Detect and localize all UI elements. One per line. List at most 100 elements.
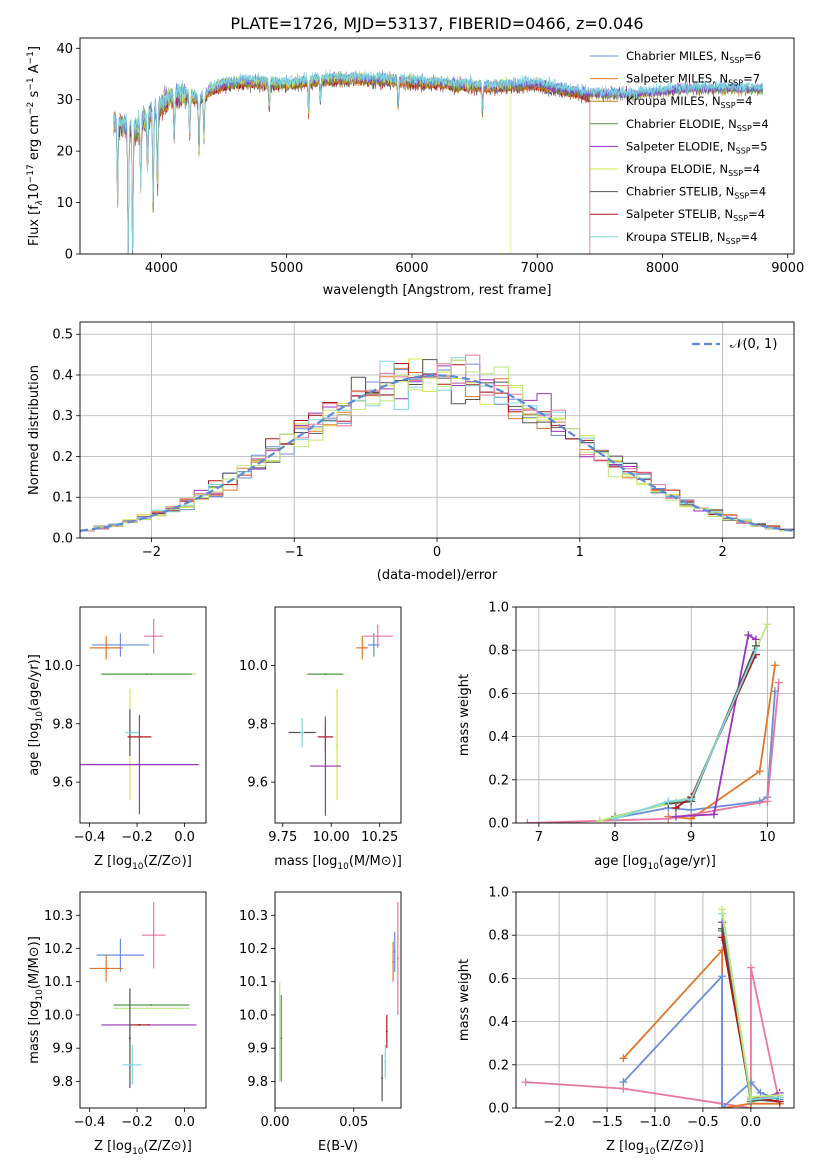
x-tick-label: 10	[759, 830, 776, 845]
y-tick-label: 10	[56, 196, 73, 211]
series-line-chabrier_elodie	[614, 645, 757, 818]
residuals-plot	[80, 354, 794, 538]
gauss-legend-label: 𝒩(0, 1)	[730, 337, 777, 352]
y-tick-label: 0.2	[52, 450, 73, 465]
point-pink	[376, 635, 379, 638]
series-line-lime	[599, 623, 769, 822]
point-salpeter_stelib	[138, 1023, 141, 1026]
mass-vs-Z-plot	[89, 901, 197, 1089]
x-tick-label: 2	[718, 545, 726, 560]
x-tick-label: −1	[285, 545, 304, 560]
mw-vs-age-ylabel: mass weight	[457, 674, 472, 756]
y-tick-label: 1.0	[488, 601, 509, 616]
mw-vs-Z-plot	[521, 905, 784, 1108]
point-chabrier_miles	[119, 643, 122, 646]
x-tick-label: 0.05	[339, 1115, 368, 1130]
point-pink	[396, 957, 399, 960]
series-line-salpeter_miles	[622, 947, 780, 1108]
y-tick-label: 0.0	[488, 1102, 509, 1117]
y-tick-label: 10.0	[44, 1008, 73, 1023]
charts-layer: 4000 5000 6000 7000 8000 9000010203040wavelen…	[26, 37, 804, 1157]
y-tick-label: 0.4	[52, 368, 73, 383]
legend-label: Chabrier MILES, NSSP=6	[626, 49, 761, 65]
x-tick-label: −1.0	[639, 1115, 671, 1130]
x-tick-label: 7	[535, 830, 543, 845]
y-tick-label: 10.0	[44, 659, 73, 674]
x-tick-label: −2.0	[543, 1115, 575, 1130]
mw-vs-Z-frame	[515, 891, 795, 1109]
x-tick-label: 0.0	[741, 1115, 762, 1130]
hist-step-pink	[80, 354, 794, 538]
spectrum-frame	[79, 37, 795, 255]
y-tick-label: 9.8	[52, 717, 73, 732]
legend-label: Salpeter STELIB, NSSP=4	[626, 207, 765, 223]
y-tick-label: 0.8	[488, 929, 509, 944]
y-tick-label: 40	[56, 42, 73, 57]
point-salpeter_miles	[392, 960, 395, 963]
x-tick-label: −2	[142, 545, 161, 560]
y-tick-label: 20	[56, 145, 73, 160]
mw-vs-age-plot	[523, 620, 783, 823]
x-tick-label: 9	[687, 830, 695, 845]
mw-vs-age-frame	[515, 606, 795, 824]
y-tick-label: 9.8	[52, 1075, 73, 1090]
y-tick-label: 0.4	[488, 730, 509, 745]
y-tick-label: 1.0	[488, 886, 509, 901]
point-salpeter_miles	[105, 646, 108, 649]
point-chabrier_elodie	[150, 1003, 153, 1006]
mass-vs-Z-frame	[79, 891, 207, 1109]
legend-label: Kroupa ELODIE, NSSP=4	[626, 162, 760, 178]
point-chabrier_stelib	[128, 1037, 131, 1040]
age-vs-Z-frame	[79, 606, 207, 824]
legend-label: Kroupa MILES, NSSP=4	[626, 94, 752, 110]
point-lime	[278, 1030, 281, 1033]
y-tick-label: 0.0	[52, 532, 73, 547]
x-tick-label: 0.0	[174, 830, 195, 845]
x-tick-label: 4000	[145, 261, 178, 276]
mass-vs-Z-axes: −0.4 −0.2 0.0 9.8 9.9 10.0 10.1 10.2 10.3	[44, 909, 195, 1130]
y-tick-label: 0.3	[52, 409, 73, 424]
x-tick-label: −0.4	[74, 830, 106, 845]
x-tick-label: −0.4	[74, 1115, 106, 1130]
point-kroupa_stelib	[301, 731, 304, 734]
y-tick-label: 0.5	[52, 328, 73, 343]
series-line-kroupa_stelib	[614, 649, 757, 820]
mass-vs-Z-xlabel: Z [log10(Z/Z⊙)]	[94, 1139, 192, 1157]
point-kroupa_stelib	[131, 731, 134, 734]
y-tick-label: 10.0	[239, 659, 268, 674]
point-salpeter_elodie	[138, 763, 141, 766]
legend-label: Chabrier ELODIE, NSSP=4	[626, 117, 769, 133]
y-tick-label: 0	[65, 248, 73, 263]
age-vs-Z-plot	[80, 618, 199, 815]
age-vs-Z-ylabel: age [log10(age/yr)]	[27, 654, 45, 776]
point-chabrier_elodie	[324, 673, 327, 676]
mass-vs-Z-ylabel: mass [log10(M/M⊙)]	[27, 936, 45, 1064]
y-tick-label: 10.1	[239, 975, 268, 990]
x-tick-label: 10.00	[313, 830, 350, 845]
x-tick-label: −0.2	[121, 1115, 153, 1130]
y-tick-label: 10.2	[44, 942, 73, 957]
mass-vs-EBV-plot	[278, 901, 399, 1102]
residuals-xlabel: (data-model)/error	[377, 568, 498, 583]
x-tick-label: 1	[576, 545, 584, 560]
mass-vs-EBV-frame	[274, 891, 402, 1109]
mass-vs-EBV-axes: 0.00 0.05 9.8 9.9 10.0 10.1 10.2 10.3	[239, 909, 368, 1130]
x-tick-label: 6000	[395, 261, 428, 276]
y-tick-label: 0.2	[488, 1058, 509, 1073]
mw-vs-Z-xlabel: Z [log10(Z/Z⊙)]	[606, 1139, 704, 1157]
series-line-pink	[527, 682, 780, 823]
point-salpeter_miles	[105, 967, 108, 970]
x-tick-label: 9.75	[268, 830, 297, 845]
spectrum-plot	[113, 68, 763, 254]
residuals-frame	[79, 321, 795, 539]
y-tick-label: 9.8	[247, 1075, 268, 1090]
point-pink	[152, 635, 155, 638]
spectrum-line-salpeter_miles	[113, 74, 591, 254]
y-tick-label: 10.3	[239, 909, 268, 924]
y-tick-label: 9.9	[52, 1042, 73, 1057]
point-chabrier_elodie	[145, 673, 148, 676]
x-tick-label: 7000	[521, 261, 554, 276]
mw-vs-Z-ylabel: mass weight	[457, 959, 472, 1041]
y-tick-label: 10.1	[44, 975, 73, 990]
